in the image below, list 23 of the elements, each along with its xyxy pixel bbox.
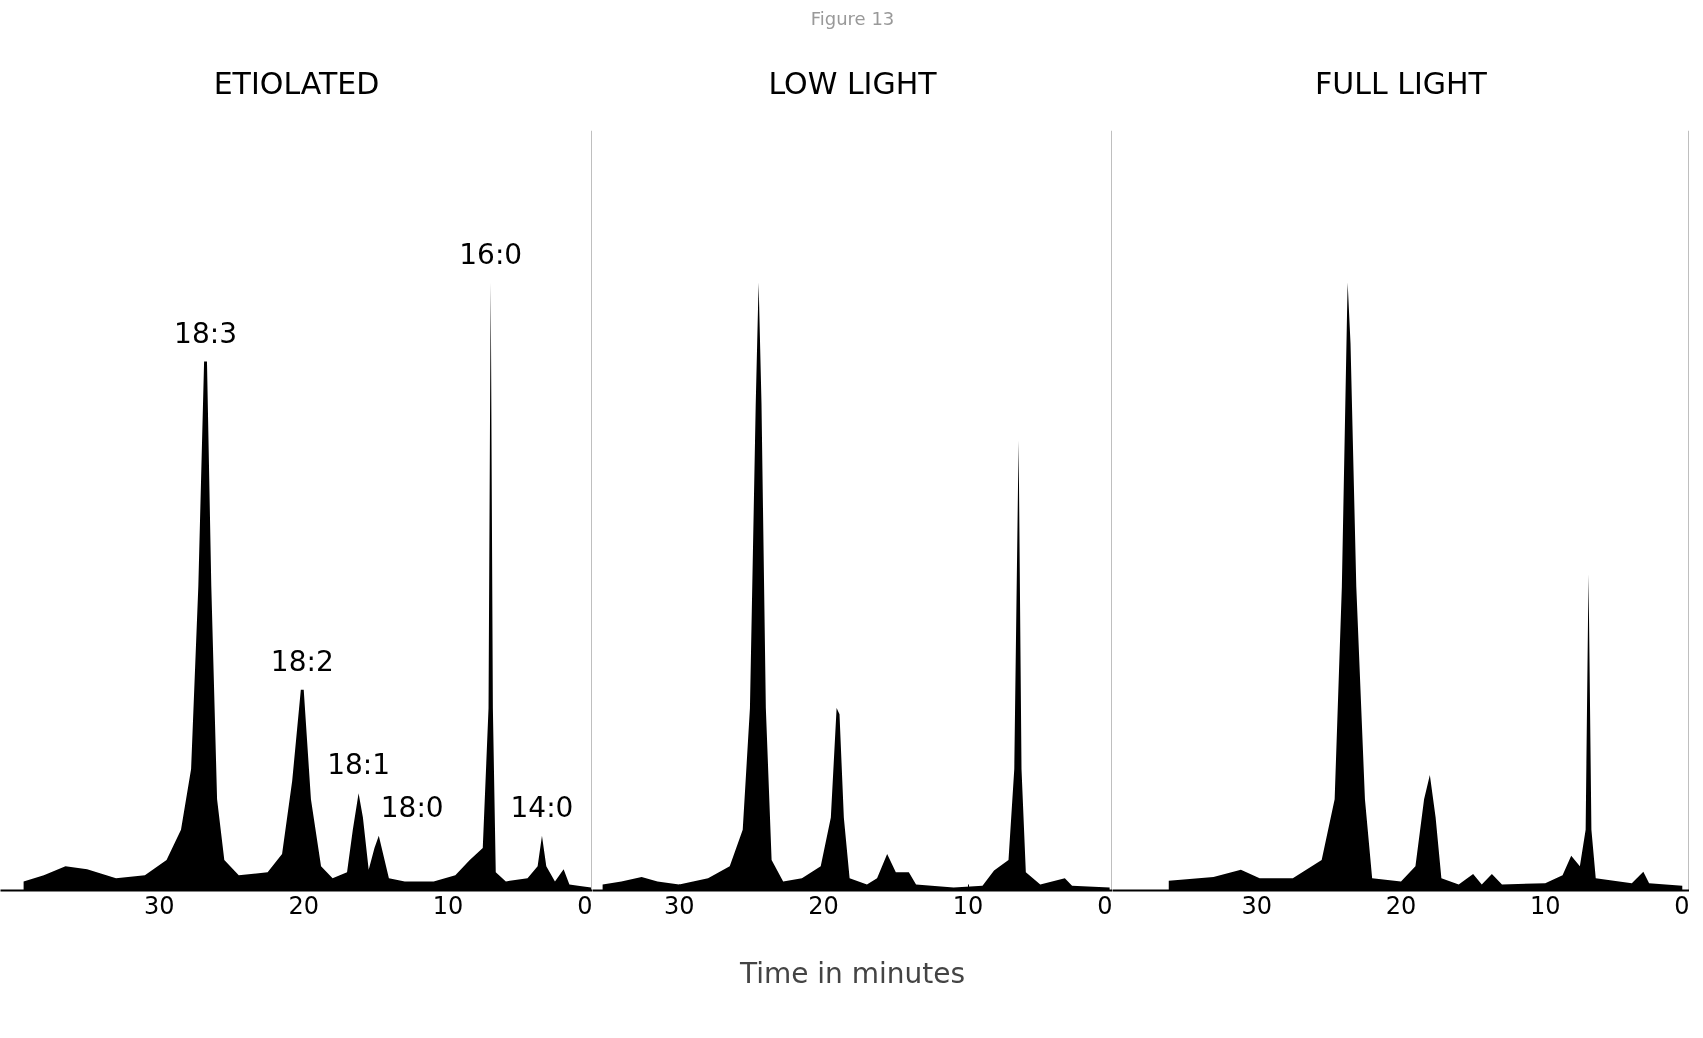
chart-title: ETIOLATED (213, 65, 380, 101)
annotation: 18:0 (380, 790, 444, 824)
x-tick-label: 20 (808, 891, 839, 920)
x-tick-label: 20 (1385, 891, 1417, 920)
annotation: 18:3 (174, 316, 237, 350)
annotation: 18:2 (270, 644, 334, 678)
x-tick-label: 0 (577, 891, 593, 920)
chart-title: FULL LIGHT (1315, 65, 1488, 101)
x-tick-label: 30 (144, 891, 175, 920)
annotation: 14:0 (510, 790, 574, 824)
x-tick-label: 10 (1529, 891, 1561, 920)
x-tick-label: 10 (432, 891, 464, 920)
x-tick-label: 0 (1674, 891, 1690, 920)
x-tick-label: 20 (288, 891, 319, 920)
x-axis-title: Time in minutes (738, 956, 966, 990)
chart-subtitle: Figure 13 (810, 7, 895, 29)
annotation: 18:1 (327, 748, 391, 782)
x-tick-label: 30 (663, 891, 695, 920)
x-tick-label: 0 (1097, 891, 1113, 920)
x-tick-label: 10 (952, 891, 984, 920)
annotation: 16:0 (459, 237, 523, 271)
x-tick-label: 30 (1241, 891, 1273, 920)
chart-title: LOW LIGHT (768, 65, 938, 101)
